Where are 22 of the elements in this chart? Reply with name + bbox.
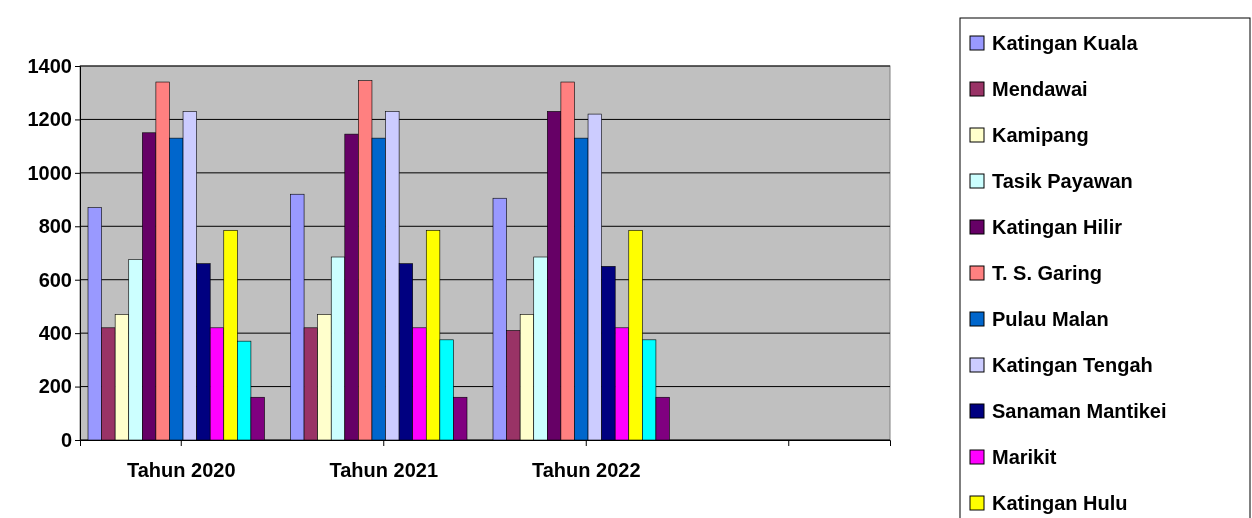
y-tick-label: 1200 xyxy=(27,108,72,131)
legend-label: Katingan Tengah xyxy=(992,354,1153,376)
y-tick-label: 0 xyxy=(60,428,72,451)
legend-label: Tasik Payawan xyxy=(992,170,1133,192)
legend-label: Marikit xyxy=(992,446,1057,468)
y-tick-label: 800 xyxy=(38,215,72,238)
y-tick-label: 1000 xyxy=(27,161,72,184)
y-tick-label: 200 xyxy=(38,375,72,398)
legend-label: Katingan Kuala xyxy=(992,32,1139,54)
y-tick-label: 400 xyxy=(38,322,72,345)
y-tick-label: 1400 xyxy=(27,54,72,77)
legend-label: Katingan Hilir xyxy=(992,216,1123,238)
x-tick-label: Tahun 2021 xyxy=(329,459,439,481)
legend-label: Sanaman Mantikei xyxy=(992,400,1167,422)
y-tick-label: 600 xyxy=(38,268,72,291)
legend-label: T. S. Garing xyxy=(992,262,1103,284)
legend-label: Kamipang xyxy=(992,124,1089,146)
legend-label: Mendawai xyxy=(992,78,1088,100)
x-tick-label: Tahun 2020 xyxy=(126,459,236,481)
legend-label: Katingan Hulu xyxy=(992,492,1128,514)
x-tick-label: Tahun 2022 xyxy=(531,459,641,481)
legend-label: Pulau Malan xyxy=(992,308,1109,330)
